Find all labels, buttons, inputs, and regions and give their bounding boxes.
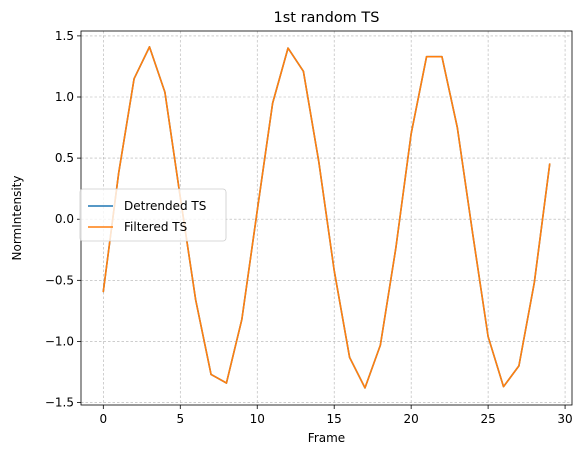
y-tick-label: 1.0 (55, 90, 74, 104)
legend: Detrended TS Filtered TS (79, 188, 227, 242)
y-tick-label: −0.5 (45, 273, 74, 287)
legend-box (79, 188, 227, 242)
x-tick-label: 25 (480, 412, 495, 426)
y-tick-label: 0.0 (55, 212, 74, 226)
x-tick-label: 0 (99, 412, 107, 426)
x-tick-label: 10 (250, 412, 265, 426)
series-line-filtered (102, 46, 551, 389)
chart-title: 1st random TS (274, 10, 380, 26)
y-tick-label: 1.5 (55, 29, 74, 43)
legend-label-filtered: Filtered TS (124, 220, 187, 234)
y-tick-label: 0.5 (55, 151, 74, 165)
x-tick-label: 5 (176, 412, 184, 426)
y-axis-label: NormIntensity (10, 176, 24, 261)
legend-label-detrended: Detrended TS (124, 199, 206, 213)
y-tick-label: −1.5 (45, 396, 74, 410)
x-tick-label: 20 (404, 412, 419, 426)
axis-ticks: 0 5 10 15 20 25 30 −1.5 −1.0 −0.5 0.0 0.5 1.0 1.5 (45, 29, 573, 426)
plot-series (102, 46, 551, 389)
x-tick-label: 15 (327, 412, 342, 426)
y-tick-label: −1.0 (45, 334, 74, 348)
x-tick-label: 30 (557, 412, 572, 426)
x-axis-label: Frame (308, 431, 345, 445)
